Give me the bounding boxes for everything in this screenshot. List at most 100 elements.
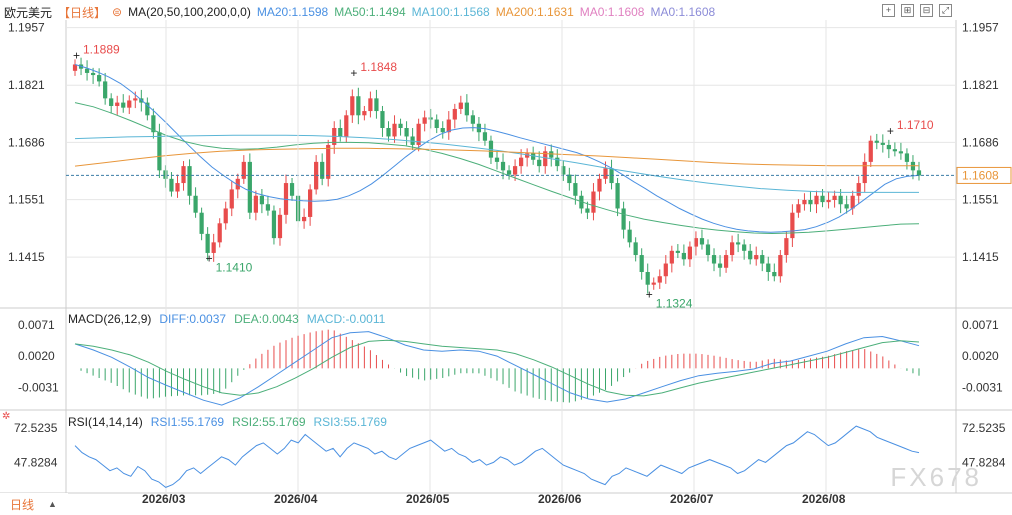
crosshair-icon[interactable]: + xyxy=(882,4,895,17)
ma0-value-a: MA0:1.1608 xyxy=(579,5,645,19)
price-tick-right: 1.1821 xyxy=(962,78,999,92)
macd-label[interactable]: MACD(26,12,9) xyxy=(68,312,152,326)
fullscreen-icon[interactable]: ⤢ xyxy=(939,4,952,17)
candle-body xyxy=(669,250,674,264)
ma-indicator-label[interactable]: MA(20,50,100,200,0,0) xyxy=(128,5,251,19)
price-tick-left: 1.1415 xyxy=(8,250,45,264)
ma-line-ma50 xyxy=(74,102,920,235)
candle-body xyxy=(380,111,385,128)
last-price-tag xyxy=(956,166,1012,184)
macd-dea-value: DEA:0.0043 xyxy=(234,312,299,326)
ma100-value: MA100:1.1568 xyxy=(411,5,490,19)
rsi-header: RSI(14,14,14) RSI1:55.1769 RSI2:55.1769 … xyxy=(68,415,387,429)
candle-body xyxy=(374,98,379,112)
candle-body xyxy=(850,195,855,209)
candle-body xyxy=(193,195,198,213)
candle-body xyxy=(699,238,705,245)
extreme-label: 1.1410 xyxy=(216,260,253,274)
candle-body xyxy=(344,115,349,137)
period-tab-arrow-icon[interactable]: ▲ xyxy=(48,499,57,509)
candle-body xyxy=(772,272,777,277)
candle-body xyxy=(729,242,735,256)
candle-body xyxy=(301,216,307,222)
candle-body xyxy=(109,98,114,106)
period-selector[interactable]: 【日线】 xyxy=(58,5,107,20)
candle-body xyxy=(446,119,451,133)
candle-body xyxy=(754,255,759,260)
expand-icon[interactable]: ✲ xyxy=(2,411,11,422)
ma-line-ma200 xyxy=(74,147,919,167)
candle-body xyxy=(645,272,650,285)
candle-body xyxy=(597,178,602,192)
candle-body xyxy=(506,170,512,175)
extreme-label: 1.1324 xyxy=(656,297,693,311)
candle-body xyxy=(519,157,524,167)
candle-body xyxy=(452,108,457,120)
candle-body xyxy=(422,117,427,124)
time-tick-label: 2026/08 xyxy=(802,492,846,506)
macd-tick-left: 0.0020 xyxy=(18,349,55,363)
candle-body xyxy=(416,123,421,145)
candle-body xyxy=(723,255,729,268)
candle-body xyxy=(663,263,668,277)
symbol-label: 欧元美元 xyxy=(4,5,53,20)
time-tick-label: 2026/04 xyxy=(274,492,318,506)
candle-body xyxy=(778,255,783,277)
rsi-tick-left: 72.5235 xyxy=(14,421,58,435)
candle-body xyxy=(705,244,711,256)
candle-body xyxy=(512,166,518,175)
candle-body xyxy=(687,246,693,260)
candle-body xyxy=(525,153,530,158)
rsi-label[interactable]: RSI(14,14,14) xyxy=(68,415,143,429)
settings-icon[interactable]: ⊜ xyxy=(112,5,123,19)
zoom-out-icon[interactable]: ⊟ xyxy=(920,4,933,17)
candle-body xyxy=(145,102,150,116)
candle-body xyxy=(916,170,922,176)
zoom-in-icon[interactable]: ⊞ xyxy=(901,4,914,17)
macd-tick-right: 0.0071 xyxy=(962,318,999,332)
candle-body xyxy=(103,81,108,99)
candle-body xyxy=(482,132,488,141)
macd-dea-line xyxy=(74,339,920,397)
candle-body xyxy=(428,117,433,120)
candle-body xyxy=(796,204,801,213)
price-tick-right: 1.1551 xyxy=(962,193,999,207)
chart-toolbar: + ⊞ ⊟ ⤢ xyxy=(882,4,952,17)
candle-body xyxy=(404,128,409,137)
candle-body xyxy=(458,102,463,109)
candle-body xyxy=(880,142,885,145)
candle-body xyxy=(362,111,367,116)
time-tick-label: 2026/07 xyxy=(670,492,714,506)
candle-body xyxy=(494,157,500,162)
candle-body xyxy=(500,161,506,171)
candle-body xyxy=(241,161,246,179)
rsi-tick-left: 47.8284 xyxy=(14,456,58,470)
macd-tick-left: -0.0031 xyxy=(18,380,59,394)
price-tick-left: 1.1957 xyxy=(8,21,45,35)
candle-body xyxy=(265,204,271,211)
candle-body xyxy=(633,242,638,256)
candle-body xyxy=(386,128,391,137)
extreme-marker: + xyxy=(646,288,653,302)
candle-body xyxy=(711,255,717,264)
chart-header: 欧元美元 【日线】 ⊜ MA(20,50,100,200,0,0) MA20:1… xyxy=(0,3,715,21)
candle-body xyxy=(766,263,771,272)
candle-body xyxy=(84,68,90,73)
candle-body xyxy=(440,128,445,133)
candle-body xyxy=(350,96,355,116)
ma50-value: MA50:1.1494 xyxy=(334,5,406,19)
price-tick-left: 1.1821 xyxy=(8,78,45,92)
candle-body xyxy=(181,166,186,184)
period-tab[interactable]: 日线 xyxy=(10,497,35,512)
candle-body xyxy=(844,204,849,209)
candle-body xyxy=(537,159,542,167)
candle-body xyxy=(271,210,277,239)
rsi3-value: RSI3:55.1769 xyxy=(313,415,387,429)
candle-body xyxy=(151,115,156,133)
candle-body xyxy=(591,191,596,213)
candle-body xyxy=(748,250,753,260)
candle-body xyxy=(115,102,120,106)
candle-body xyxy=(561,166,566,175)
candle-body xyxy=(163,170,168,179)
